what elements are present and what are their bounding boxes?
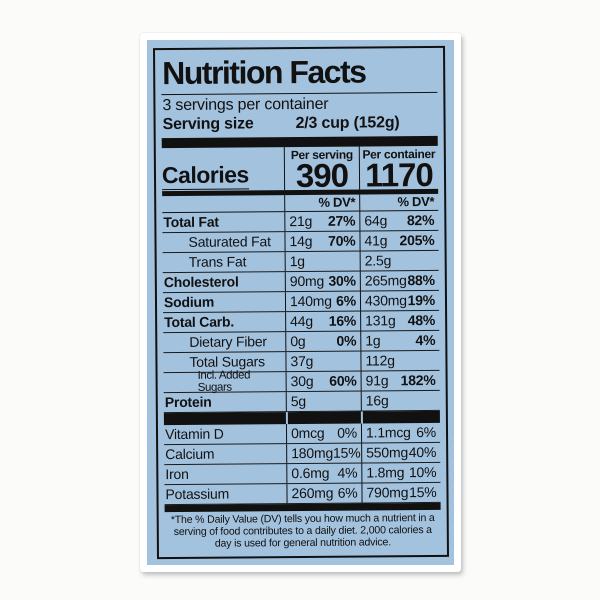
row-added-sugars: Incl. Added Sugars 30g 60% 91g 182% <box>163 369 440 394</box>
serving-size-row: Serving size 2/3 cup (152g) <box>161 113 437 138</box>
per-container-column-header: Per container 1170 <box>358 145 438 194</box>
label-card-blue-area: Nutrition Facts 3 servings per container… <box>147 40 454 565</box>
label-title: Nutrition Facts <box>160 52 437 95</box>
serving-size-label: Serving size <box>162 114 254 133</box>
row-total-carb: Total Carb. 44g 16% 131g 48% <box>162 310 439 333</box>
calories-per-container-value: 1170 <box>364 155 433 194</box>
row-total-fat: Total Fat 21g 27% 64g 82% <box>161 210 438 233</box>
row-sodium: Sodium 140mg 6% 430mg 19% <box>162 290 439 313</box>
daily-value-header-row: % DV* % DV* <box>161 193 438 213</box>
row-iron: Iron 0.6mg 4% 1.8mg 10% <box>163 462 440 485</box>
calories-label: Calories <box>161 161 249 190</box>
daily-value-footnote: *The % Daily Value (DV) tells you how mu… <box>170 511 435 551</box>
per-serving-column-header: Per serving 390 <box>283 146 359 194</box>
row-calcium: Calcium 180mg 15% 550mg 40% <box>163 442 440 465</box>
nutrition-facts-label: Nutrition Facts 3 servings per container… <box>152 45 449 560</box>
calories-header-row: Calories Per serving 390 Per container 1… <box>161 145 438 194</box>
label-card: Nutrition Facts 3 servings per container… <box>140 33 461 572</box>
serving-size-value: 2/3 cup (152g) <box>295 113 400 132</box>
row-protein: Protein 5g 16g <box>163 390 440 413</box>
calories-per-serving-value: 390 <box>295 156 348 194</box>
servings-per-container: 3 servings per container <box>161 95 328 114</box>
row-trans-fat: Trans Fat 1g 2.5g <box>162 250 439 273</box>
row-vitamin-d: Vitamin D 0mcg 0% 1.1mcg 6% <box>163 422 440 445</box>
row-cholesterol: Cholesterol 90mg 30% 265mg 88% <box>162 270 439 293</box>
row-saturated-fat: Saturated Fat 14g 70% 41g 205% <box>161 230 439 253</box>
row-dietary-fiber: Dietary Fiber 0g 0% 1g 4% <box>162 330 439 353</box>
dv-header-container: % DV* <box>358 193 438 211</box>
dv-header-serving: % DV* <box>283 194 359 211</box>
row-potassium: Potassium 260mg 6% 790mg 15% <box>163 482 441 505</box>
